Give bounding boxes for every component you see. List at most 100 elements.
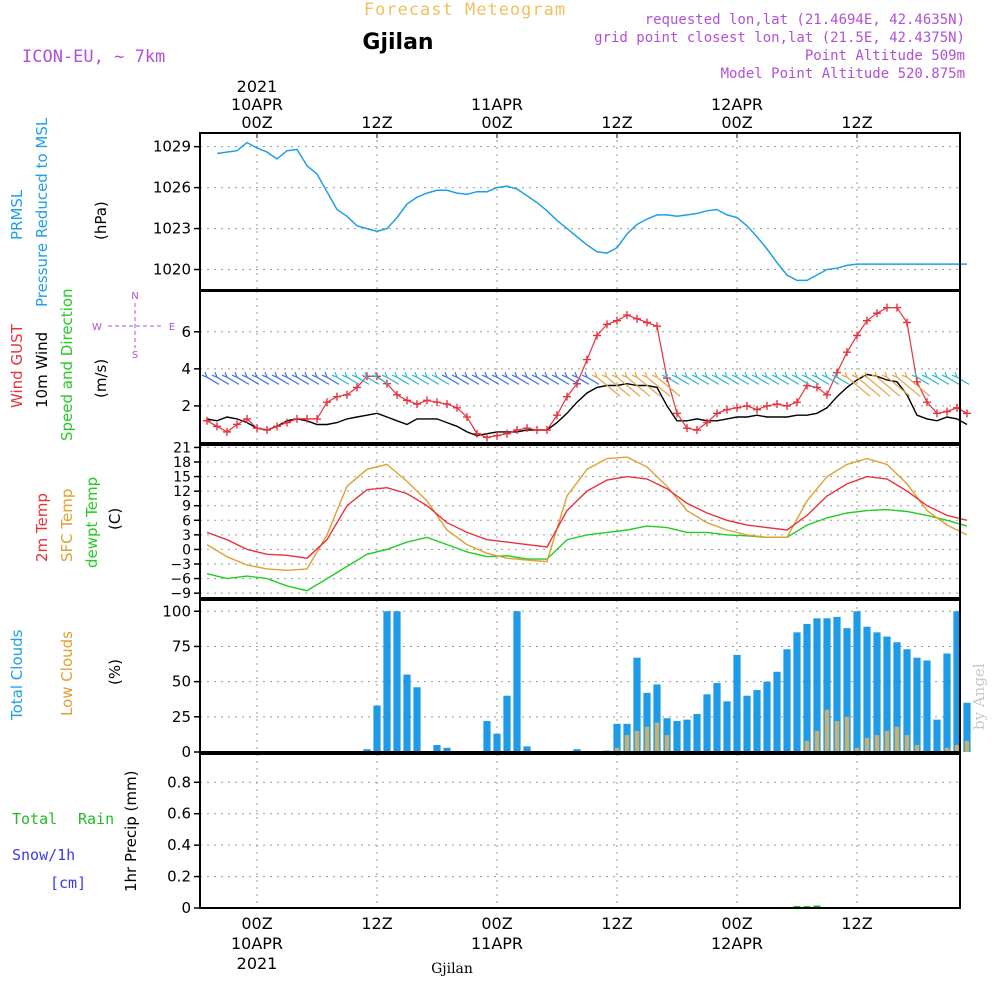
time-label-top: 00Z: [241, 113, 272, 132]
total-clouds-bar: [873, 632, 881, 752]
compass-e: E: [169, 322, 175, 333]
y-tick-label: 0.6: [167, 805, 191, 823]
total-clouds-bar: [823, 618, 831, 752]
wind-arrow: [746, 376, 760, 385]
wind-arrow-head: [651, 371, 658, 378]
time-label-bottom: 00Z: [481, 914, 512, 933]
wind-arrow-head: [871, 371, 878, 378]
wind-arrow: [866, 376, 891, 397]
total-clouds-bar: [903, 649, 911, 752]
gust-marker: [453, 403, 461, 412]
wind-arrow-head: [661, 371, 668, 378]
wind-arrow: [926, 376, 940, 385]
wind-arrow-head: [411, 371, 418, 378]
wind-arrow-head: [921, 371, 928, 378]
gust-marker: [263, 426, 271, 435]
low-clouds-bar: [834, 721, 840, 752]
wind-arrow-head: [901, 371, 908, 378]
wind-arrow-head: [261, 371, 268, 378]
low-clouds-bar: [884, 730, 890, 752]
total-clouds-bar: [783, 649, 791, 752]
wind-arrow: [456, 376, 470, 385]
temp-label-2: SFC Temp: [58, 489, 76, 562]
temp-label-3: dewpt Temp: [83, 477, 101, 568]
wind-arrow-head: [441, 371, 448, 378]
low-clouds-bar: [804, 740, 810, 752]
wind-arrow: [936, 376, 950, 385]
gust-marker: [203, 416, 211, 425]
wind-arrow: [826, 376, 840, 385]
y-tick-label: 9: [182, 499, 191, 515]
pressure-label-1: PRMSL: [8, 189, 26, 240]
wind-arrow-head: [601, 371, 608, 378]
wind-arrow: [426, 376, 440, 385]
gust-marker: [533, 426, 541, 435]
compass-w: W: [92, 322, 102, 333]
gust-marker: [693, 426, 701, 435]
gust-marker: [443, 400, 451, 409]
wind-arrow: [766, 376, 780, 385]
total-clouds-bar: [893, 642, 901, 752]
wind-arrow-head: [621, 371, 628, 378]
precip-unit: 1hr Precip (mm): [122, 771, 140, 892]
wind-arrow: [396, 376, 410, 385]
wind-arrow: [326, 376, 340, 385]
wind-arrow: [366, 376, 380, 385]
wind-arrow: [316, 376, 330, 385]
total-clouds-bar: [863, 626, 871, 752]
wind-arrow: [836, 376, 850, 385]
total-clouds-bar: [813, 618, 821, 752]
gust-marker: [583, 355, 591, 364]
gust-marker: [683, 424, 691, 433]
total-clouds-bar: [643, 692, 651, 752]
gust-marker: [773, 400, 781, 409]
gust-marker: [633, 314, 641, 323]
wind-arrow-head: [731, 371, 738, 378]
wind-arrow-head: [591, 371, 598, 378]
gust-marker: [783, 401, 791, 410]
y-tick-label: 0: [181, 899, 191, 917]
wind-arrow-head: [371, 371, 378, 378]
gust-marker: [553, 411, 561, 420]
wind-arrow: [896, 376, 921, 397]
total-clouds-bar: [843, 628, 851, 752]
y-tick-label: 1026: [153, 179, 191, 197]
wind-arrow-head: [291, 371, 298, 378]
precip-label-rain: Rain: [78, 810, 114, 828]
gust-marker: [763, 401, 771, 410]
total-clouds-bar: [633, 657, 641, 752]
wind-arrow-head: [501, 371, 508, 378]
gust-marker: [253, 424, 261, 433]
wind-arrow: [916, 376, 930, 385]
gust-marker: [343, 390, 351, 399]
wind-arrow-head: [801, 371, 808, 378]
time-label-top: 12Z: [361, 113, 392, 132]
wind-arrow: [246, 376, 260, 385]
gust-marker: [793, 398, 801, 407]
wind-arrow: [706, 376, 720, 385]
wind-arrow: [466, 376, 480, 385]
gust-marker: [593, 331, 601, 340]
total-clouds-bar: [493, 733, 501, 752]
info-line-2: grid point closest lon,lat (21.5E, 42.43…: [594, 30, 965, 46]
low-clouds-bar: [814, 730, 820, 752]
total-clouds-bar: [803, 623, 811, 752]
total-clouds-bar: [753, 690, 761, 752]
gust-marker: [333, 392, 341, 401]
wind-arrow: [956, 376, 970, 385]
wind-arrow: [306, 376, 320, 385]
wind-arrow: [266, 376, 280, 385]
wind-arrow-head: [351, 371, 358, 378]
wind-arrow: [446, 376, 460, 385]
wind-arrow-head: [241, 371, 248, 378]
wind-arrow: [666, 376, 680, 385]
wind-arrow: [726, 376, 740, 385]
gust-marker: [703, 418, 711, 427]
wind-arrow: [906, 376, 931, 397]
wind-arrow: [436, 376, 450, 385]
total-clouds-bar: [773, 671, 781, 752]
gust-marker: [743, 401, 751, 410]
y-tick-label: 0.2: [167, 868, 191, 886]
low-clouds-bar: [874, 735, 880, 752]
wind-arrow-head: [711, 371, 718, 378]
